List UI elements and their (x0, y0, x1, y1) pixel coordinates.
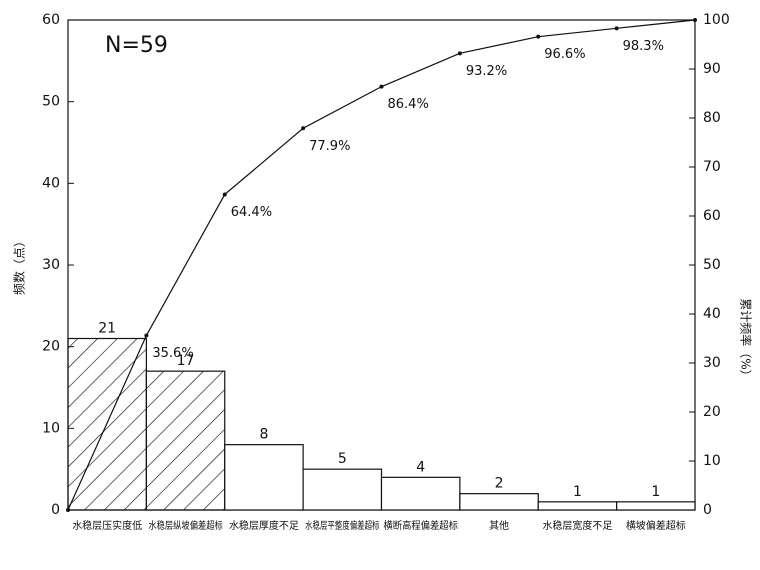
line-value-label: 96.6% (544, 47, 585, 62)
line-point (614, 26, 619, 31)
y-tick-label: 30 (42, 257, 60, 273)
y-axis-label: 频数（点） (12, 235, 27, 295)
y2-tick-label: 20 (703, 404, 721, 420)
bar-value-label: 1 (573, 484, 582, 500)
bar-value-label: 1 (651, 484, 660, 500)
line-value-label: 77.9% (309, 139, 350, 154)
bar-value-label: 2 (495, 476, 504, 492)
line-point (301, 126, 306, 131)
x-tick-label: 横断高程偏差超标 (384, 519, 458, 532)
y-tick-label: 50 (42, 94, 60, 110)
bar (224, 444, 304, 511)
y2-tick-label: 30 (703, 355, 721, 371)
x-tick-label: 水稳层压实度低 (72, 519, 142, 532)
y2-tick-label: 80 (703, 110, 721, 126)
bar (302, 468, 383, 511)
x-tick-label: 其他 (489, 519, 509, 532)
bar-value-label: 8 (259, 427, 268, 443)
line-point (222, 192, 227, 197)
y-tick-label: 20 (42, 339, 60, 355)
bar-value-label: 4 (416, 459, 425, 475)
line-point (693, 18, 697, 22)
line-value-label: 86.4% (388, 97, 429, 112)
line-point (379, 84, 384, 89)
x-tick-label: 水稳层纵坡偏差超标 (148, 519, 222, 532)
bar (145, 370, 226, 511)
bar-value-label: 17 (177, 353, 195, 369)
bar-value-label: 5 (338, 451, 347, 467)
line-point (536, 34, 541, 39)
y2-tick-label: 50 (703, 257, 721, 273)
y2-tick-label: 10 (703, 453, 721, 469)
y2-tick-label: 60 (703, 208, 721, 224)
line-point (144, 333, 149, 338)
bar (380, 476, 461, 511)
y2-tick-label: 0 (703, 502, 712, 518)
y-tick-label: 60 (42, 12, 60, 28)
y-tick-label: 10 (42, 420, 60, 436)
line-point (457, 51, 462, 56)
line-value-label: 64.4% (231, 205, 272, 220)
x-tick-label: 水稳层平整度偏差超标 (305, 519, 379, 532)
x-tick-label: 水稳层宽度不足 (542, 519, 612, 532)
bar-value-label: 21 (98, 321, 116, 337)
line-value-label: 35.6% (152, 346, 193, 361)
x-tick-label: 水稳层厚度不足 (229, 519, 299, 532)
y2-tick-label: 40 (703, 306, 721, 322)
line-value-label: 98.3% (623, 39, 664, 54)
y2-tick-label: 90 (703, 61, 721, 77)
y2-tick-label: 100 (703, 12, 730, 28)
line-value-label: 93.2% (466, 64, 507, 79)
y-tick-label: 40 (42, 175, 60, 191)
annotation: N=59 (105, 33, 168, 58)
bar (459, 493, 539, 511)
y-tick-label: 0 (51, 502, 60, 518)
bar (616, 501, 696, 511)
bar (537, 501, 618, 511)
x-tick-label: 横坡偏差超标 (626, 519, 686, 532)
y2-axis-label: 累计频率（%） (739, 298, 754, 381)
line-point (66, 508, 70, 512)
y2-tick-label: 70 (703, 159, 721, 175)
